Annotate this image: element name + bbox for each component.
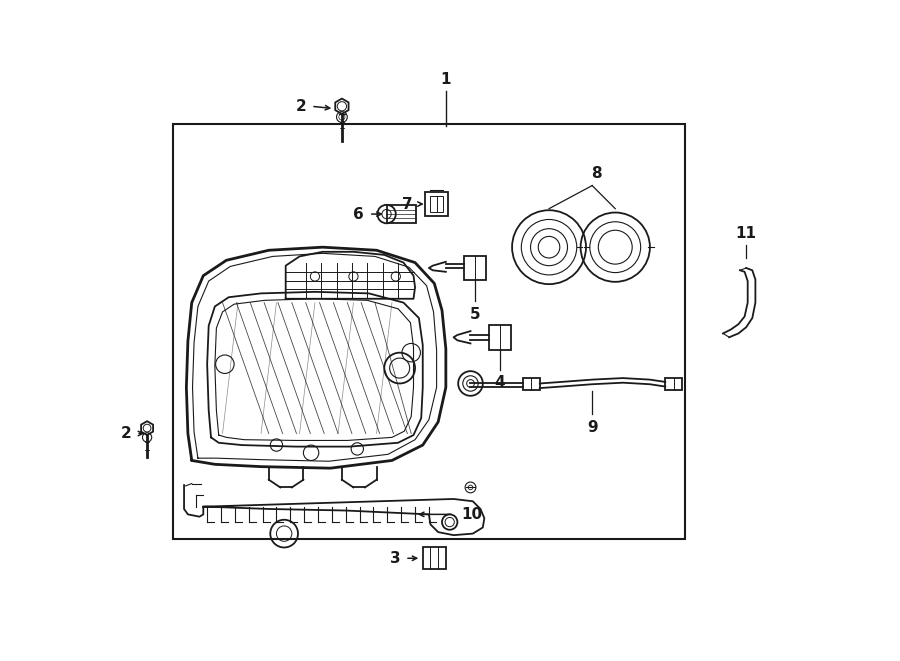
Bar xyxy=(387,205,416,223)
Text: 10: 10 xyxy=(461,507,482,522)
Bar xyxy=(430,196,443,212)
Text: 11: 11 xyxy=(735,226,757,241)
Text: 5: 5 xyxy=(470,307,481,323)
Bar xyxy=(464,256,486,280)
Text: 7: 7 xyxy=(402,196,413,212)
Bar xyxy=(665,378,682,391)
Text: 1: 1 xyxy=(441,72,451,87)
Text: 4: 4 xyxy=(494,375,505,390)
Bar xyxy=(423,547,446,569)
Bar xyxy=(173,124,685,539)
Text: 9: 9 xyxy=(587,420,598,435)
Bar xyxy=(489,325,510,350)
Text: 6: 6 xyxy=(354,207,364,221)
Text: 2: 2 xyxy=(296,98,307,114)
Text: 3: 3 xyxy=(390,551,400,566)
Bar xyxy=(523,378,540,391)
Text: 2: 2 xyxy=(121,426,131,441)
Text: 8: 8 xyxy=(590,166,601,181)
Bar xyxy=(425,192,448,216)
